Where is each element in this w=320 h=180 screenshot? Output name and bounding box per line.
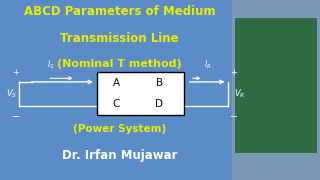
Text: (Power System): (Power System) [73, 124, 166, 134]
Bar [232, 0, 320, 180]
Text: B: B [156, 78, 163, 88]
Text: $V_R$: $V_R$ [235, 88, 246, 100]
Text: Transmission Line: Transmission Line [60, 32, 179, 45]
Text: C: C [113, 99, 120, 109]
Text: $V_S$: $V_S$ [5, 88, 17, 100]
Text: ABCD Parameters of Medium: ABCD Parameters of Medium [24, 5, 215, 18]
Text: +: + [12, 68, 19, 77]
Text: −: − [12, 112, 20, 122]
Text: A: A [113, 78, 120, 88]
Text: −: − [230, 112, 238, 122]
Text: Dr. Irfan Mujawar: Dr. Irfan Mujawar [61, 148, 177, 161]
Text: (Nominal T method): (Nominal T method) [57, 59, 182, 69]
Text: D: D [156, 99, 164, 109]
Bar [97, 72, 184, 115]
Text: $I_S$: $I_S$ [47, 59, 55, 71]
Text: $I_R$: $I_R$ [204, 59, 212, 71]
Bar [235, 18, 317, 153]
Text: +: + [230, 68, 237, 77]
